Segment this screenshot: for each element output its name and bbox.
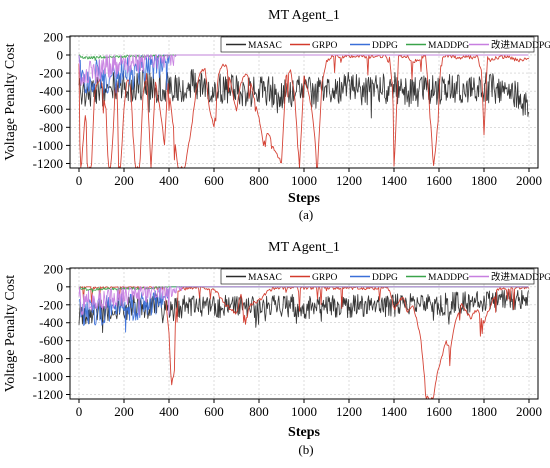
x-tick-label: 800 <box>249 404 269 419</box>
x-tick-label: 200 <box>114 404 134 419</box>
x-tick-label: 800 <box>249 173 269 188</box>
legend-box <box>220 36 535 53</box>
y-tick-label: -1000 <box>33 369 63 384</box>
y-tick-label: 0 <box>57 279 64 294</box>
legend-item: MADDPG <box>406 273 469 283</box>
legend-label: 改进MADDPG <box>491 39 550 51</box>
legend-item: 改进MADDPG <box>469 271 550 283</box>
x-tick-label: 1200 <box>336 404 362 419</box>
legend-item: GRPO <box>290 41 337 51</box>
x-tick-label: 2000 <box>516 173 542 188</box>
y-axis-label: Voltage Penalty Cost <box>3 275 18 392</box>
y-tick-label: -200 <box>39 297 63 312</box>
legend-box <box>220 268 535 285</box>
x-tick-label: 400 <box>159 404 179 419</box>
legend-label: GRPO <box>312 273 337 283</box>
x-tick-label: 1800 <box>471 404 497 419</box>
x-tick-label: 1200 <box>336 173 362 188</box>
legend-item: MASAC <box>226 273 282 283</box>
series-line-grpo <box>78 54 530 168</box>
y-axis-label: Voltage Penalty Cost <box>3 43 18 160</box>
x-tick-label: 0 <box>76 404 83 419</box>
x-tick-label: 2000 <box>516 404 542 419</box>
legend-label: DDPG <box>372 41 398 51</box>
legend-label: 改进MADDPG <box>491 271 550 283</box>
chart-title: MT Agent_1 <box>268 8 340 23</box>
plot-area <box>78 54 530 168</box>
legend-item: DDPG <box>350 273 398 283</box>
chart-panel-b: 0 200 400 600 800 1000 1200 1400 1600 1800 2000200… <box>3 240 550 457</box>
y-tick-label: -600 <box>39 102 63 117</box>
chart-panel-a: 0 200 400 600 800 1000 1200 1400 1600 1800 2000200… <box>3 8 550 222</box>
legend-item: MADDPG <box>406 41 469 51</box>
y-tick-label: -400 <box>39 84 63 99</box>
x-tick-label: 1600 <box>426 173 452 188</box>
series-line-masac <box>78 289 529 334</box>
x-tick-label: 400 <box>159 173 179 188</box>
legend-item: MASAC <box>226 41 282 51</box>
x-tick-label: 1000 <box>291 173 317 188</box>
y-tick-label: -1000 <box>33 138 63 153</box>
chart-title: MT Agent_1 <box>268 240 340 255</box>
y-tick-label: -800 <box>39 351 63 366</box>
y-tick-label: -1200 <box>33 387 63 402</box>
x-tick-label: 0 <box>76 173 83 188</box>
series-line-maddpg <box>78 286 529 316</box>
x-tick-label: 600 <box>204 173 224 188</box>
y-tick-label: -600 <box>39 333 63 348</box>
x-tick-label: 1400 <box>381 173 407 188</box>
plot-area <box>78 286 530 399</box>
y-tick-label: 0 <box>57 47 64 62</box>
y-tick-label: -1200 <box>33 156 63 171</box>
x-tick-label: 600 <box>204 404 224 419</box>
x-tick-label: 200 <box>114 173 134 188</box>
x-axis-label: Steps <box>288 425 320 440</box>
series-line-masac <box>78 68 529 119</box>
x-tick-label: 1000 <box>291 404 317 419</box>
x-tick-label: 1600 <box>426 404 452 419</box>
legend-item: DDPG <box>350 41 398 51</box>
legend-label: MASAC <box>248 273 282 283</box>
y-tick-label: 200 <box>44 261 64 276</box>
x-tick-label: 1400 <box>381 404 407 419</box>
y-tick-label: -800 <box>39 120 63 135</box>
y-tick-label: -400 <box>39 315 63 330</box>
legend: MASAC GRPO DDPG MADDPG 改进MADDPG <box>220 268 550 285</box>
legend-label: DDPG <box>372 273 398 283</box>
y-tick-label: 200 <box>44 29 64 44</box>
panel-label: (b) <box>298 442 313 457</box>
legend-label: GRPO <box>312 41 337 51</box>
legend-label: MASAC <box>248 41 282 51</box>
panel-label: (a) <box>299 207 313 222</box>
series-line-maddpg <box>78 54 529 87</box>
y-tick-label: -200 <box>39 66 63 81</box>
legend-item: GRPO <box>290 273 337 283</box>
legend-label: MADDPG <box>428 273 469 283</box>
x-axis-label: Steps <box>288 191 320 206</box>
x-tick-label: 1800 <box>471 173 497 188</box>
legend: MASAC GRPO DDPG MADDPG 改进MADDPG <box>220 36 550 53</box>
legend-item: 改进MADDPG <box>469 39 550 51</box>
legend-label: MADDPG <box>428 41 469 51</box>
